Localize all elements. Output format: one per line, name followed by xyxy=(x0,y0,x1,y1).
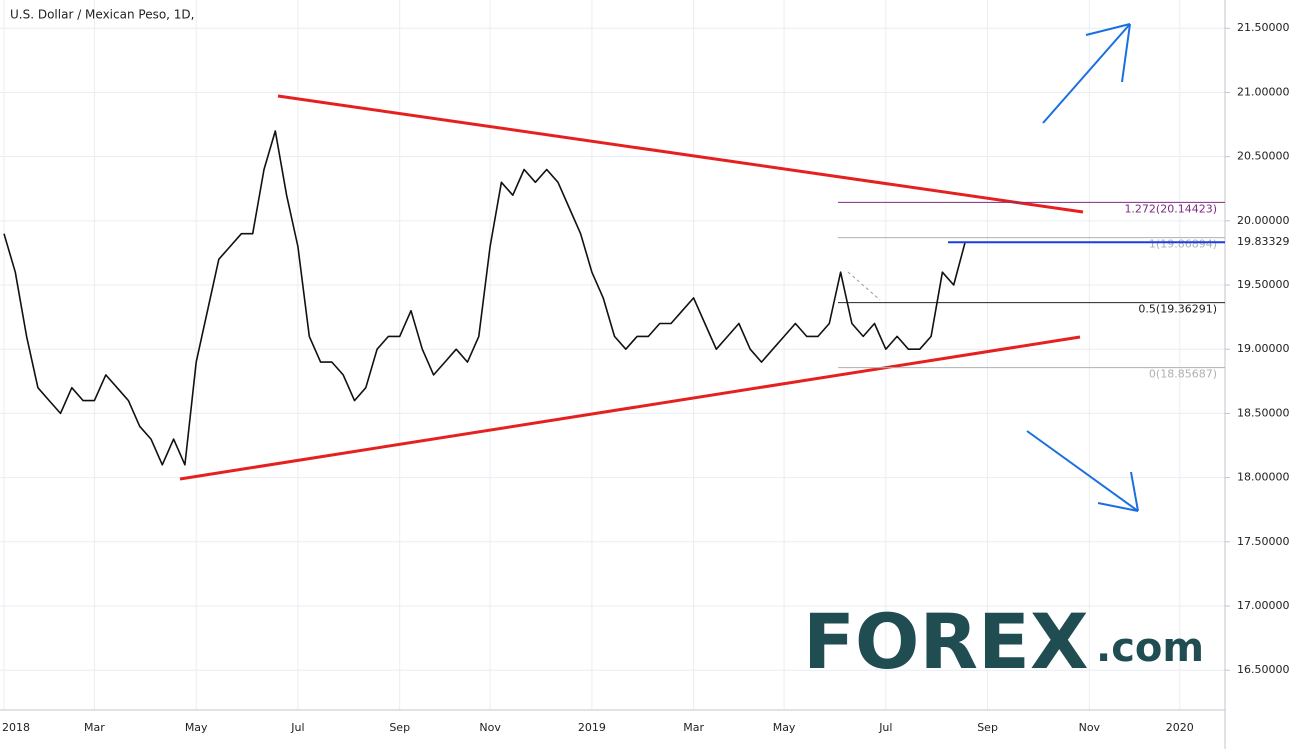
x-tick-label: May xyxy=(185,721,208,734)
y-tick-label: 17.00000 xyxy=(1237,599,1290,612)
y-tick-label: 20.50000 xyxy=(1237,150,1290,163)
x-tick-label: 2019 xyxy=(578,721,606,734)
y-tick-label: 16.50000 xyxy=(1237,663,1290,676)
x-tick-label: Sep xyxy=(389,721,410,734)
logo-brand: FOREX xyxy=(803,597,1089,686)
y-tick-label: 19.00000 xyxy=(1237,342,1290,355)
grid xyxy=(0,0,1225,710)
x-tick-label: 2018 xyxy=(2,721,30,734)
x-tick-label: Mar xyxy=(84,721,105,734)
fib-label: 0.5(19.36291) xyxy=(1138,303,1217,316)
arrow-up xyxy=(1042,23,1131,124)
y-tick-label: 17.50000 xyxy=(1237,535,1290,548)
x-tick-label: 2020 xyxy=(1166,721,1194,734)
trend-line-upper xyxy=(277,94,1084,214)
x-tick-label: May xyxy=(773,721,796,734)
y-tick-label: 18.50000 xyxy=(1237,406,1290,419)
y-tick-label: 19.50000 xyxy=(1237,278,1290,291)
y-tick-label: 18.00000 xyxy=(1237,471,1290,484)
logo-suffix: .com xyxy=(1096,625,1204,671)
last-price-label: 19.83329 xyxy=(1237,235,1290,248)
chart-title: U.S. Dollar / Mexican Peso, 1D, xyxy=(10,8,195,22)
x-tick-label: Sep xyxy=(977,721,998,734)
x-tick-label: Nov xyxy=(1079,721,1101,734)
fib-connector xyxy=(847,271,881,301)
x-tick-label: Jul xyxy=(290,721,304,734)
y-tick-label: 21.50000 xyxy=(1237,21,1290,34)
arrow-down xyxy=(1026,430,1139,512)
x-tick-label: Nov xyxy=(479,721,501,734)
y-tick-label: 21.00000 xyxy=(1237,85,1290,98)
fib-label: 0(18.85687) xyxy=(1149,368,1217,381)
y-tick-label: 20.00000 xyxy=(1237,214,1290,227)
x-tick-label: Mar xyxy=(683,721,704,734)
price-line xyxy=(3,130,966,466)
trend-line-lower xyxy=(179,335,1081,481)
x-tick-label: Jul xyxy=(878,721,892,734)
fib-label: 1(19.86894) xyxy=(1149,238,1217,251)
fib-label: 1.272(20.14423) xyxy=(1124,202,1217,215)
